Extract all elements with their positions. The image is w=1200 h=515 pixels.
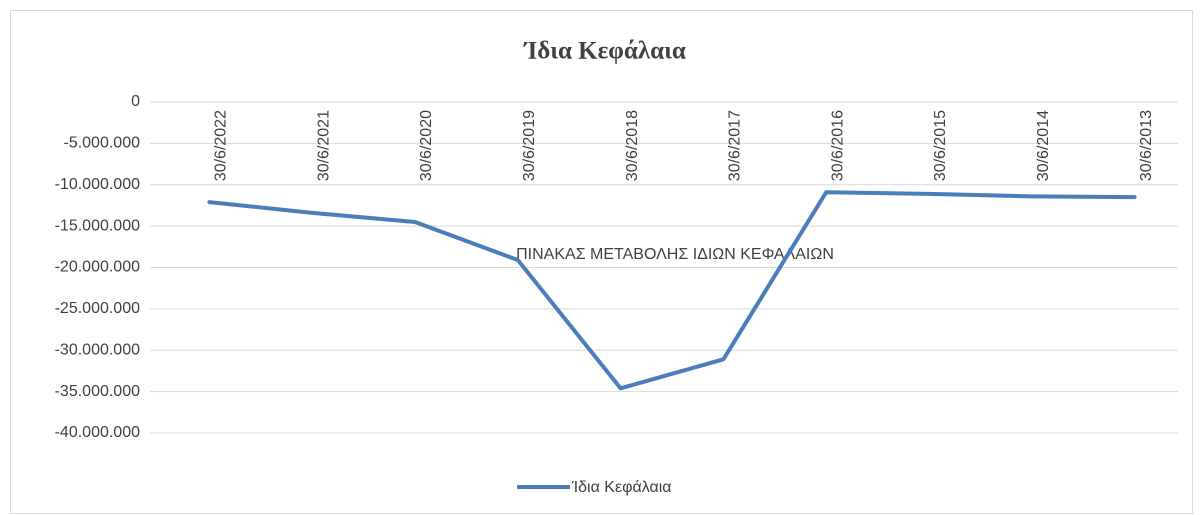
chart-frame (10, 10, 1193, 514)
x-tick-label: 30/6/2021 (315, 110, 332, 181)
y-tick-label: -40.000.000 (55, 424, 141, 441)
x-tick-label: 30/6/2016 (829, 110, 846, 181)
x-tick-label: 30/6/2022 (213, 110, 230, 181)
line-series (207, 190, 1137, 391)
x-tick-label: 30/6/2013 (1138, 110, 1155, 181)
y-tick-label: -30.000.000 (55, 341, 141, 358)
x-tick-label: 30/6/2020 (418, 110, 435, 181)
y-tick-label: -35.000.000 (55, 383, 141, 400)
y-tick-label: -25.000.000 (55, 300, 141, 317)
x-tick-label: 30/6/2015 (932, 110, 949, 181)
chart-title: Ίδια Κεφάλαια (523, 38, 686, 65)
y-tick-label: -5.000.000 (63, 135, 140, 152)
legend-label: Ίδια Κεφάλαια (571, 479, 672, 496)
x-tick-label: 30/6/2018 (624, 110, 641, 181)
x-tick-label: 30/6/2017 (727, 110, 744, 181)
y-tick-label: -20.000.000 (55, 259, 141, 276)
y-tick-label: -15.000.000 (55, 217, 141, 234)
x-tick-label: 30/6/2019 (521, 110, 538, 181)
y-tick-label: 0 (131, 93, 140, 110)
y-tick-label: -10.000.000 (55, 176, 141, 193)
annotation: ΠΙΝΑΚΑΣ ΜΕΤΑΒΟΛΗΣ ΙΔΙΩΝ ΚΕΦΑΛΑΙΩΝ (516, 246, 834, 263)
x-tick-label: 30/6/2014 (1035, 110, 1052, 181)
